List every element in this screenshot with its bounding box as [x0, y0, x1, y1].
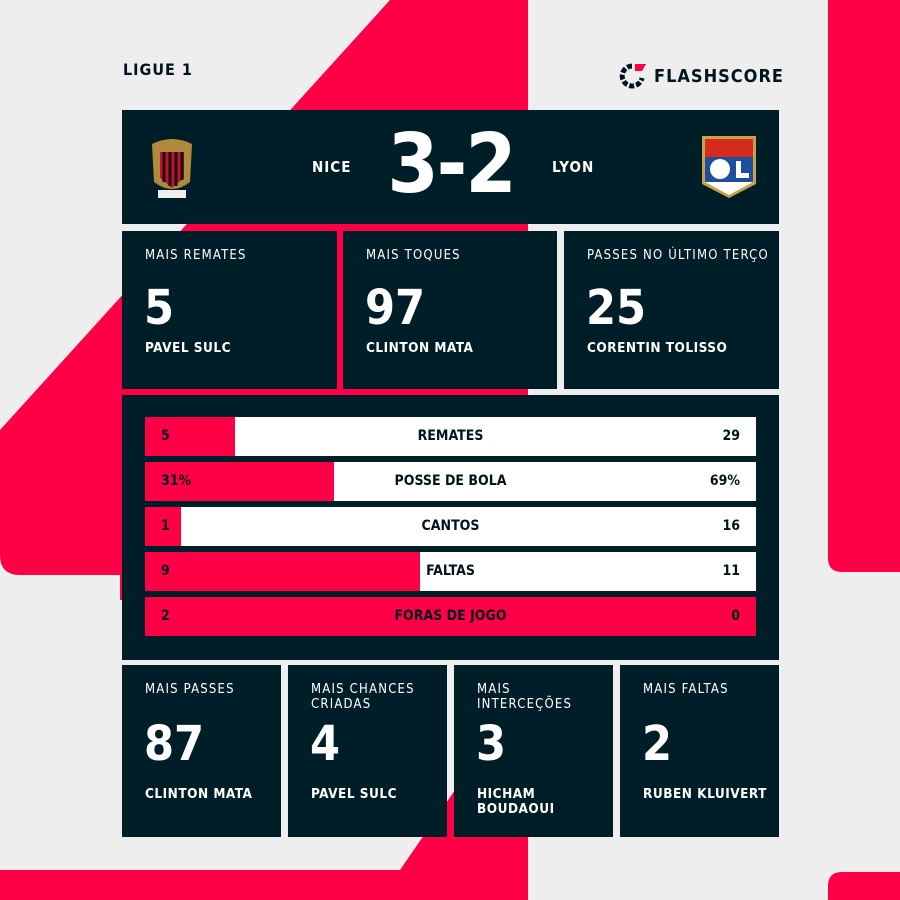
comparison-row: 1 CANTOS 16 — [145, 507, 756, 546]
home-value: 1 — [161, 518, 170, 534]
home-share-fill — [145, 417, 235, 456]
home-share-fill — [145, 597, 756, 636]
home-value: 9 — [161, 563, 170, 579]
stat-card: MAIS CHANCES CRIADAS 4 PAVEL SULC — [288, 665, 447, 837]
away-team-name: LYON — [552, 158, 595, 176]
stat-label: PASSES NO ÚLTIMO TERÇO — [587, 248, 769, 263]
score: 3-2 — [370, 120, 532, 210]
stat-value: 3 — [476, 716, 507, 772]
nice-crest-icon — [152, 139, 192, 198]
stat-card: PASSES NO ÚLTIMO TERÇO 25 CORENTIN TOLIS… — [564, 231, 779, 389]
stat-value: 97 — [365, 280, 426, 336]
flashscore-logo: FLASHSCORE — [618, 62, 784, 90]
stat-label: MAIS PASSES — [145, 682, 235, 697]
player-name: CLINTON MATA — [145, 786, 253, 802]
stat-card: MAIS FALTAS 2 RUBEN KLUIVERT — [620, 665, 779, 837]
brand-name: FLASHSCORE — [654, 65, 784, 87]
league-title: LIGUE 1 — [123, 60, 193, 79]
score-separator: - — [436, 117, 468, 212]
home-score: 3 — [387, 117, 438, 212]
player-name: PAVEL SULC — [311, 786, 398, 802]
stat-label: MAIS TOQUES — [366, 248, 461, 263]
player-name: CORENTIN TOLISSO — [587, 340, 728, 356]
player-name: RUBEN KLUIVERT — [643, 786, 767, 802]
stat-value: 87 — [144, 716, 205, 772]
stat-card: MAIS TOQUES 97 CLINTON MATA — [343, 231, 557, 389]
stat-card: MAIS REMATES 5 PAVEL SULC — [122, 231, 337, 389]
away-value: 0 — [731, 608, 740, 624]
stat-name: FALTAS — [426, 563, 475, 579]
player-name: CLINTON MATA — [366, 340, 474, 356]
stat-label: MAIS INTERCEÇÕES — [477, 682, 573, 712]
stat-name: REMATES — [417, 428, 484, 444]
home-value: 31% — [161, 473, 192, 489]
away-value: 16 — [722, 518, 740, 534]
stat-name: POSSE DE BOLA — [394, 473, 507, 489]
stat-card: MAIS PASSES 87 CLINTON MATA — [122, 665, 281, 837]
player-name: HICHAM BOUDAOUI — [477, 786, 555, 817]
home-value: 5 — [161, 428, 170, 444]
stat-value: 2 — [642, 716, 673, 772]
away-value: 69% — [709, 473, 740, 489]
stat-name: FORAS DE JOGO — [394, 608, 507, 624]
away-value: 11 — [722, 563, 740, 579]
home-share-fill — [145, 507, 182, 546]
player-name: PAVEL SULC — [145, 340, 232, 356]
comparison-row: 9 FALTAS 11 — [145, 552, 756, 591]
flashscore-icon — [619, 63, 646, 89]
comparison-row: 5 REMATES 29 — [145, 417, 756, 456]
stat-value: 25 — [586, 280, 647, 336]
home-share-fill — [145, 552, 420, 591]
stat-label: MAIS FALTAS — [643, 682, 729, 697]
home-value: 2 — [161, 608, 170, 624]
lyon-crest-icon — [702, 136, 756, 198]
stat-name: CANTOS — [421, 518, 480, 534]
comparison-row: 31% POSSE DE BOLA 69% — [145, 462, 756, 501]
stat-value: 4 — [310, 716, 341, 772]
stat-value: 5 — [144, 280, 175, 336]
stat-label: MAIS CHANCES CRIADAS — [311, 682, 415, 712]
home-share-fill — [145, 462, 335, 501]
away-score: 2 — [465, 117, 516, 212]
match-header: NICE 3-2 LYON — [122, 110, 779, 224]
home-team-name: NICE — [312, 158, 352, 176]
comparison-panel: 5 REMATES 29 31% POSSE DE BOLA 69% 1 CAN… — [122, 395, 779, 660]
away-value: 29 — [722, 428, 740, 444]
comparison-row: 2 FORAS DE JOGO 0 — [145, 597, 756, 636]
stat-card: MAIS INTERCEÇÕES 3 HICHAM BOUDAOUI — [454, 665, 613, 837]
stat-label: MAIS REMATES — [145, 248, 247, 263]
